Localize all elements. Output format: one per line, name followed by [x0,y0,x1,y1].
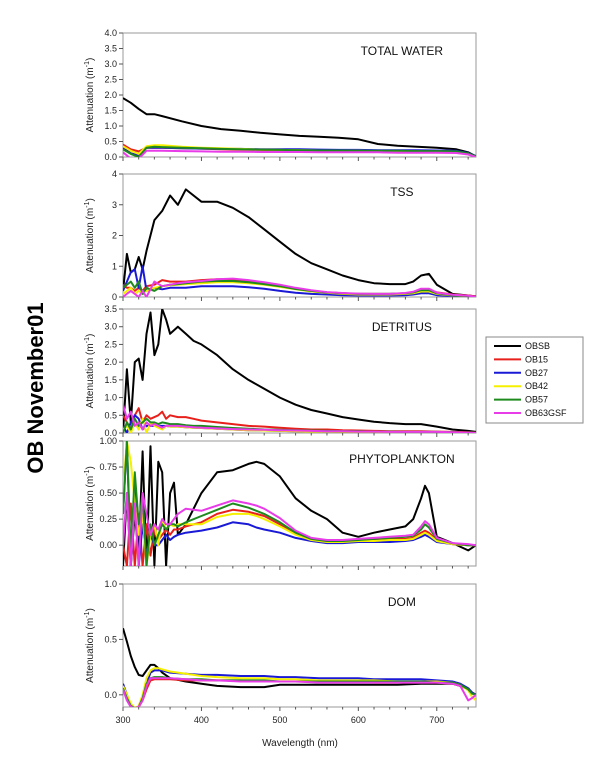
y-tick-label: 0 [112,292,117,302]
y-tick-label: 1.5 [104,106,117,116]
series-line-ob15 [123,407,476,433]
x-tick-label: 500 [272,715,287,725]
y-tick-label: 0.0 [104,428,117,438]
y-tick-label: 3.0 [104,59,117,69]
y-tick-label: 1.0 [104,393,117,403]
series-line-obsb [123,97,476,157]
y-tick-label: 0.00 [99,540,117,550]
series-line-obsb [123,628,476,696]
panel-title: TSS [390,185,413,199]
series-line-obsb [123,309,476,433]
y-tick-label: 1.0 [104,121,117,131]
legend-label: OB63GSF [525,408,567,418]
plot-frame [122,583,477,708]
y-tick-label: 0.50 [99,488,117,498]
panels-group: 0.0 0.5 1.0 1.5 2.0 2.5 3.0 3.5 4.0 Attenuation (… [84,28,477,711]
y-tick-label: 2.5 [104,75,117,85]
series-line-ob63gsf [123,277,476,297]
y-tick-label: 0.0 [104,690,117,700]
series-line-ob63gsf [123,404,476,433]
y-axis-label: Attenuation (m-1) [84,198,96,273]
x-tick-label: 300 [115,715,130,725]
panel-detritus: 0.0 0.5 1.0 1.5 2.0 2.5 3.0 3.5 Attenuation (m-1… [84,304,477,438]
series-line-ob27 [123,669,476,707]
y-tick-label: 3 [112,200,117,210]
y-tick-label: 0.75 [99,462,117,472]
y-tick-label: 4 [112,169,117,179]
y-tick-label: 2.0 [104,90,117,100]
y-tick-label: 4.0 [104,28,117,38]
x-axis-ticks: 300 400 500 600 700 [115,715,444,725]
y-tick-label: 0.5 [104,137,117,147]
plot-frame [122,308,477,434]
x-axis-label: Wavelength (nm) [262,738,338,749]
panel-title: DOM [388,595,416,609]
y-tick-label: 1.0 [104,579,117,589]
legend-label: OB15 [525,354,548,364]
figure-title: OB November01 [23,302,48,473]
y-tick-label: 3.5 [104,44,117,54]
y-tick-label: 1.00 [99,436,117,446]
legend: OBSB OB15 OB27 OB42 OB57 OB63GSF [485,336,584,424]
y-tick-label: 2.5 [104,339,117,349]
panel-total-water: 0.0 0.5 1.0 1.5 2.0 2.5 3.0 3.5 4.0 Attenuation (… [84,28,477,162]
y-tick-label: 1.5 [104,375,117,385]
legend-box [485,336,584,424]
y-tick-label: 0.5 [104,634,117,644]
legend-label: OB42 [525,381,548,391]
y-tick-label: 0.0 [104,152,117,162]
panel-tss: 0 1 2 3 4 Attenuation (m-1) TSS [84,169,477,302]
y-tick-label: 2 [112,231,117,241]
legend-label: OBSB [525,341,550,351]
series-group [123,628,476,707]
series-group [123,97,476,157]
legend-label: OB27 [525,368,548,378]
series-line-ob63gsf [123,492,476,566]
panel-title: PHYTOPLANKTON [349,452,455,466]
series-line-ob57 [123,441,476,566]
series-line-obsb [123,188,476,297]
series-line-ob42 [123,667,476,707]
panel-title: DETRITUS [372,320,432,334]
series-line-ob15 [123,502,476,566]
series-group [123,309,476,433]
y-tick-label: 3.5 [104,304,117,314]
y-tick-label: 3.0 [104,322,117,332]
series-line-ob57 [123,145,476,157]
series-group [123,441,476,566]
panel-dom: 0.0 0.5 1.0 Attenuation (m-1) DOM [84,579,477,711]
panel-title: TOTAL WATER [361,44,444,58]
y-tick-label: 0.25 [99,514,117,524]
plot-frame [122,173,477,298]
series-line-ob27 [123,265,476,297]
series-line-ob63gsf [123,677,476,707]
y-tick-label: 2.0 [104,357,117,367]
y-axis-label: Attenuation (m-1) [84,466,96,541]
y-tick-label: 1 [112,261,117,271]
y-axis-label: Attenuation (m-1) [84,58,96,133]
series-line-ob63gsf [123,149,476,157]
y-tick-label: 0.5 [104,410,117,420]
x-tick-label: 400 [194,715,209,725]
series-group [123,188,476,297]
legend-label: OB57 [525,395,548,405]
panel-phytoplankton: 0.00 0.25 0.50 0.75 1.00 Attenuation (m-1) PHY… [84,436,477,570]
x-tick-label: 700 [429,715,444,725]
y-axis-label: Attenuation (m-1) [84,608,96,683]
x-tick-label: 600 [351,715,366,725]
y-axis-label: Attenuation (m-1) [84,334,96,409]
